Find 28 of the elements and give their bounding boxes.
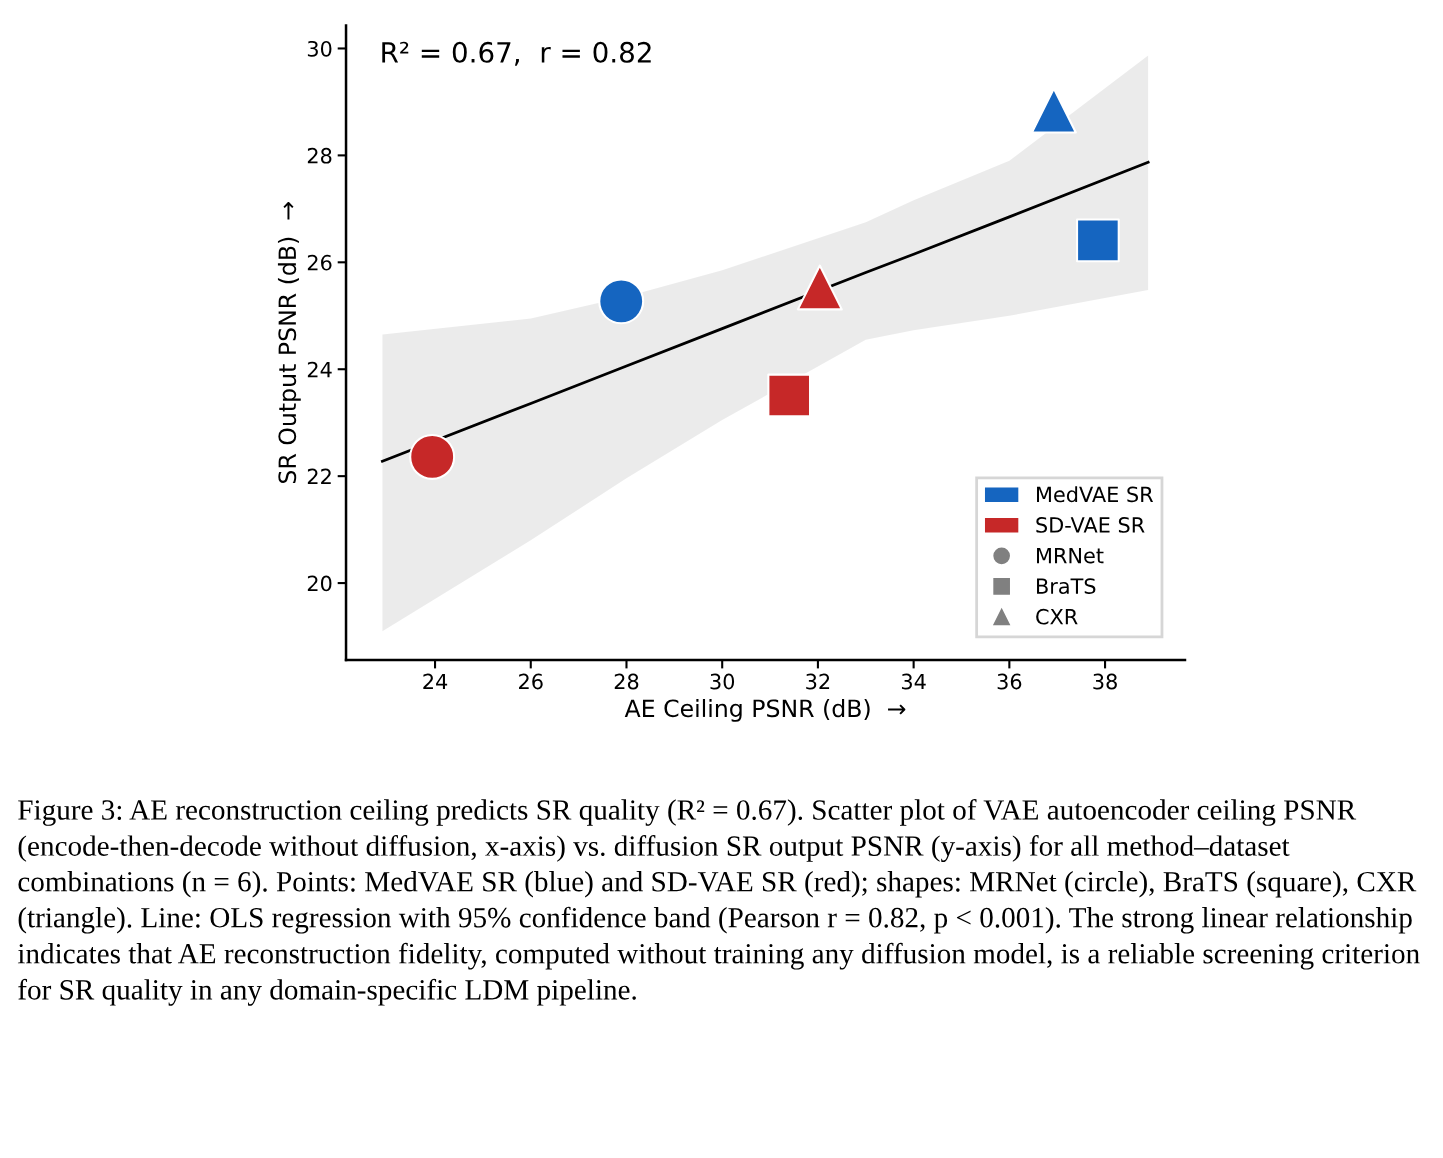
legend-label: BraTS — [1037, 578, 1096, 594]
x-tick-label: 28 — [614, 673, 639, 690]
point — [767, 373, 812, 418]
x-tick-label: 24 — [423, 673, 448, 690]
x-tick-label: 26 — [519, 673, 543, 690]
y-axis-title: SR Output PSNR (dB) → — [277, 202, 301, 484]
x-tick-label: 30 — [710, 673, 735, 690]
caption: Figure 3: AE reconstruction ceiling predicts SR quality (R² = 0.67). Scatter plot of VAE autoencoder ceiling PSNR (encode-then-decode without diffusion, x-axis) vs. diffusion SR output PSNR (y-axis) for all method–dataset combinations (n = 6). Points: MedVAE SR (blue) and SD-VAE SR (red); shapes: MRNet (circle), BraTS (square), CXR (triangle). Line: OLS regression with 95% confidence band (Pearson r = 0.82, p < 0.001). The strong linear relationship indicates that AE reconstruction fidelity, computed without training any diffusion model, is a reliable screening criterion for SR quality in any domain-specific LDM pipeline. — [17, 799, 1420, 1006]
x-tick-label: 38 — [1093, 673, 1117, 690]
x-axis-title: AE Ceiling PSNR (dB) → — [624, 698, 906, 722]
x-tick-label: 36 — [997, 673, 1022, 690]
y-tick-label: 26 — [307, 254, 332, 271]
annotation: R² = 0.67, r = 0.82 — [382, 41, 651, 66]
y-tick-label: 24 — [307, 361, 332, 378]
y-tick-label: 20 — [307, 575, 332, 592]
point — [598, 278, 645, 325]
point — [409, 433, 456, 480]
legend-label: CXR — [1036, 608, 1078, 625]
y-tick-label: 22 — [307, 468, 331, 485]
x-tick-label: 32 — [806, 673, 830, 690]
legend-label: SD-VAE SR — [1036, 517, 1145, 533]
line-series — [381, 160, 1150, 463]
point — [796, 264, 843, 311]
x-tick-label: 34 — [901, 673, 926, 690]
y-tick-label: 28 — [307, 147, 332, 164]
legend-label: MedVAE SR — [1037, 486, 1154, 503]
legend-label: MRNet — [1037, 547, 1104, 564]
y-tick-label: 30 — [307, 40, 332, 57]
